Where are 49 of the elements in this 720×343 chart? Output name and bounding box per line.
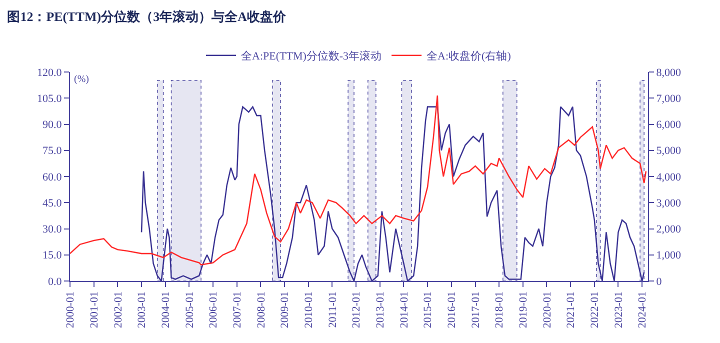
y2-tick-label: 1,000 [656, 250, 682, 262]
x-tick-label: 2021-01 [565, 292, 578, 328]
x-tick-label: 2011-01 [326, 292, 339, 328]
x-tick-label: 2017-01 [470, 292, 482, 328]
y-tick-label: 0.0 [48, 276, 62, 288]
chart-title: 图12：PE(TTM)分位数（3年滚动）与全A收盘价 [7, 9, 287, 24]
x-tick-label: 2006-01 [208, 292, 220, 328]
y2-tick-label: 8,000 [656, 66, 682, 79]
x-tick-label: 2002-01 [112, 292, 124, 328]
x-tick-label: 2013-01 [374, 292, 386, 328]
y-tick-label: 30.0 [42, 224, 62, 236]
x-tick-label: 2008-01 [255, 292, 268, 328]
y2-tick-label: 0 [656, 276, 662, 288]
y2-tick-label: 5,000 [656, 145, 682, 158]
x-tick-label: 2019-01 [517, 292, 530, 328]
legend-label: 全A:收盘价(右轴) [426, 50, 512, 63]
y-tick-label: 90.0 [42, 119, 62, 132]
x-tick-label: 2024-01 [636, 292, 649, 328]
legend-label: 全A:PE(TTM)分位数-3年滚动 [241, 50, 382, 63]
y2-tick-label: 4,000 [656, 171, 682, 184]
x-tick-label: 2015-01 [422, 292, 434, 328]
y-axis-title: (%) [74, 74, 89, 85]
y2-tick-label: 3,000 [656, 197, 682, 210]
y-tick-label: 105.0 [36, 92, 62, 105]
y-tick-label: 75.0 [42, 145, 62, 158]
x-tick-label: 2005-01 [184, 292, 196, 328]
x-tick-label: 2000-01 [64, 292, 77, 328]
x-tick-label: 2007-01 [231, 292, 244, 328]
x-tick-label: 2023-01 [612, 292, 625, 328]
x-tick-label: 2018-01 [494, 292, 506, 328]
y-tick-label: 120.0 [36, 66, 62, 79]
y-tick-label: 45.0 [42, 197, 62, 210]
line-series [140, 106, 645, 281]
y-tick-label: 15.0 [42, 250, 62, 262]
line-series [70, 94, 647, 266]
x-tick-label: 2012-01 [350, 292, 363, 328]
x-tick-label: 2004-01 [160, 292, 172, 328]
x-tick-label: 2009-01 [279, 292, 292, 328]
y2-tick-label: 7,000 [656, 92, 682, 105]
y-tick-label: 60.0 [42, 171, 62, 184]
x-tick-label: 2010-01 [302, 292, 315, 328]
x-tick-label: 2016-01 [446, 292, 458, 328]
x-tick-label: 2003-01 [136, 292, 148, 328]
x-tick-label: 2020-01 [541, 292, 554, 328]
x-tick-label: 2014-01 [398, 292, 410, 328]
y2-tick-label: 6,000 [656, 119, 682, 132]
x-tick-label: 2001-01 [88, 292, 100, 328]
y2-tick-label: 2,000 [656, 224, 682, 236]
x-tick-label: 2022-01 [588, 292, 601, 328]
